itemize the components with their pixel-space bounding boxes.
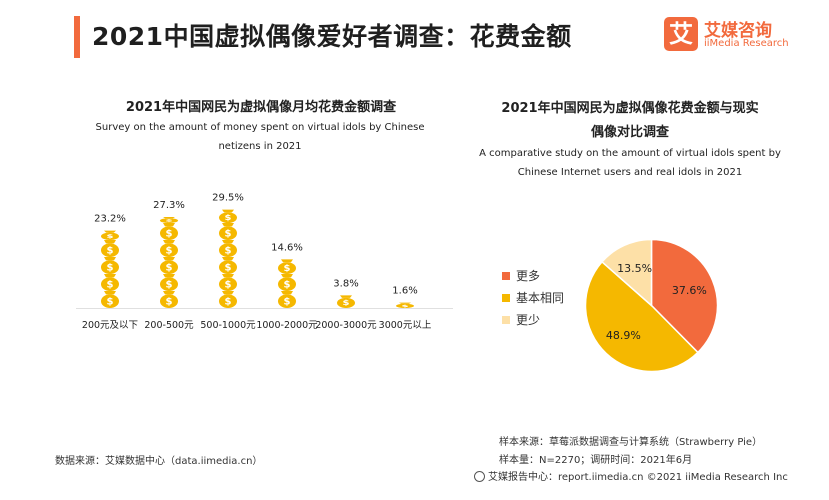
sample-source: 样本来源：草莓派数据调查与计算系统（Strawberry Pie）	[499, 437, 763, 448]
svg-text:$: $	[107, 279, 114, 290]
right-chart-title-cn-line2: 偶像对比调查	[590, 125, 669, 140]
svg-text:$: $	[166, 218, 173, 222]
svg-text:$: $	[343, 299, 350, 307]
bar-5: $	[396, 302, 414, 308]
logo-mark: 艾	[664, 17, 698, 51]
category-label: 1000-2000元	[256, 320, 318, 331]
left-chart-title-en: Survey on the amount of money spent on v…	[95, 122, 425, 152]
money-bag-icon: $	[278, 291, 296, 308]
legend-label-same: 基本相同	[516, 291, 565, 305]
money-bag-icon: $	[160, 291, 178, 308]
money-bag-icon: $	[278, 274, 296, 291]
legend-label-less: 更少	[516, 313, 541, 327]
sample-size: 样本量：N=2270；调研时间：2021年6月	[499, 455, 693, 466]
money-bag-icon: $	[101, 274, 119, 291]
money-bag-icon: $	[337, 295, 355, 308]
legend-swatch	[502, 294, 510, 302]
value-label: 29.5%	[212, 193, 244, 204]
iimedia-logo: 艾 艾媒咨询 iiMedia Research	[664, 16, 814, 58]
svg-text:$: $	[166, 296, 173, 307]
page-title: 2021中国虚拟偶像爱好者调查：花费金额	[92, 22, 572, 51]
legend-label-more: 更多	[516, 269, 541, 283]
pie-value-label: 48.9%	[606, 329, 641, 342]
pie-value-label: 13.5%	[617, 262, 652, 275]
value-label: 23.2%	[94, 214, 126, 225]
bar-4: $	[337, 295, 355, 308]
svg-text:$: $	[107, 233, 114, 239]
bar-3: $ $ $	[278, 259, 296, 308]
money-bag-icon: $	[219, 240, 237, 257]
money-bag-icon: $	[101, 291, 119, 308]
svg-text:$: $	[284, 296, 291, 307]
money-bag-icon: $	[219, 291, 237, 308]
right-chart-title-cn-line1: 2021年中国网民为虚拟偶像花费金额与现实	[501, 101, 759, 116]
data-source: 数据来源：艾媒数据中心（data.iimedia.cn）	[55, 456, 263, 467]
money-bag-icon: $	[219, 223, 237, 240]
svg-text:$: $	[225, 228, 232, 239]
svg-text:$: $	[225, 262, 232, 273]
svg-text:$: $	[107, 245, 114, 256]
comparison-pie-chart: 37.6% 48.9% 13.5%	[584, 238, 719, 373]
legend-swatch	[502, 316, 510, 324]
svg-text:$: $	[166, 228, 173, 239]
money-bag-icon: $	[160, 274, 178, 291]
svg-text:$: $	[107, 296, 114, 307]
svg-text:$: $	[107, 262, 114, 273]
svg-text:$: $	[225, 296, 232, 307]
svg-text:$: $	[166, 262, 173, 273]
money-bag-icon: $	[278, 259, 296, 274]
svg-text:$: $	[284, 263, 291, 273]
category-label: 500-1000元	[200, 320, 256, 331]
svg-text:$: $	[284, 279, 291, 290]
money-bag-icon: $	[160, 240, 178, 257]
legend-swatch	[502, 272, 510, 280]
right-chart-title-en: A comparative study on the amount of vir…	[479, 148, 781, 178]
pie-value-label: 37.6%	[672, 284, 707, 297]
svg-text:$: $	[166, 279, 173, 290]
category-label: 200元及以下	[82, 320, 138, 331]
money-bag-icon: $	[160, 223, 178, 240]
pie-slice-0	[650, 238, 719, 354]
money-bag-icon: $	[101, 230, 119, 240]
svg-text:$: $	[225, 214, 232, 223]
bar-2: $ $ $ $ $ $	[219, 209, 237, 308]
value-label: 27.3%	[153, 200, 185, 211]
pie-slice-2	[600, 238, 653, 308]
report-center-icon	[474, 471, 485, 482]
logo-name-en: iiMedia Research	[704, 38, 789, 49]
money-bag-icon: $	[160, 257, 178, 274]
title-accent-bar	[74, 16, 80, 58]
money-bag-icon: $	[219, 274, 237, 291]
bar-0: $ $ $ $ $	[101, 230, 119, 308]
money-bag-icon: $	[160, 217, 178, 223]
svg-text:$: $	[402, 304, 409, 308]
money-bag-icon: $	[101, 257, 119, 274]
pie-slice-1	[584, 260, 699, 373]
svg-text:$: $	[225, 245, 232, 256]
money-bag-icon: $	[101, 240, 119, 257]
svg-text:$: $	[166, 245, 173, 256]
money-bag-bar-chart: $$$$$23.2%200元及以下$$$$$$27.3%200-500元$$$$…	[76, 193, 453, 331]
copyright-line: 艾媒报告中心：report.iimedia.cn ©2021 iiMedia R…	[474, 468, 788, 483]
value-label: 3.8%	[333, 278, 358, 289]
left-chart-title-cn: 2021年中国网民为虚拟偶像月均花费金额调查	[125, 100, 397, 115]
copyright-text: 艾媒报告中心：report.iimedia.cn ©2021 iiMedia R…	[488, 472, 788, 483]
value-label: 14.6%	[271, 242, 303, 253]
category-label: 3000元以上	[379, 320, 432, 331]
svg-text:$: $	[225, 279, 232, 290]
category-label: 200-500元	[144, 320, 194, 331]
value-label: 1.6%	[392, 286, 417, 297]
category-label: 2000-3000元	[315, 320, 377, 331]
logo-name-cn: 艾媒咨询	[704, 21, 772, 41]
money-bag-icon: $	[219, 257, 237, 274]
money-bag-icon: $	[396, 302, 414, 308]
money-bag-icon: $	[219, 209, 237, 223]
bar-1: $ $ $ $ $ $	[160, 217, 178, 308]
